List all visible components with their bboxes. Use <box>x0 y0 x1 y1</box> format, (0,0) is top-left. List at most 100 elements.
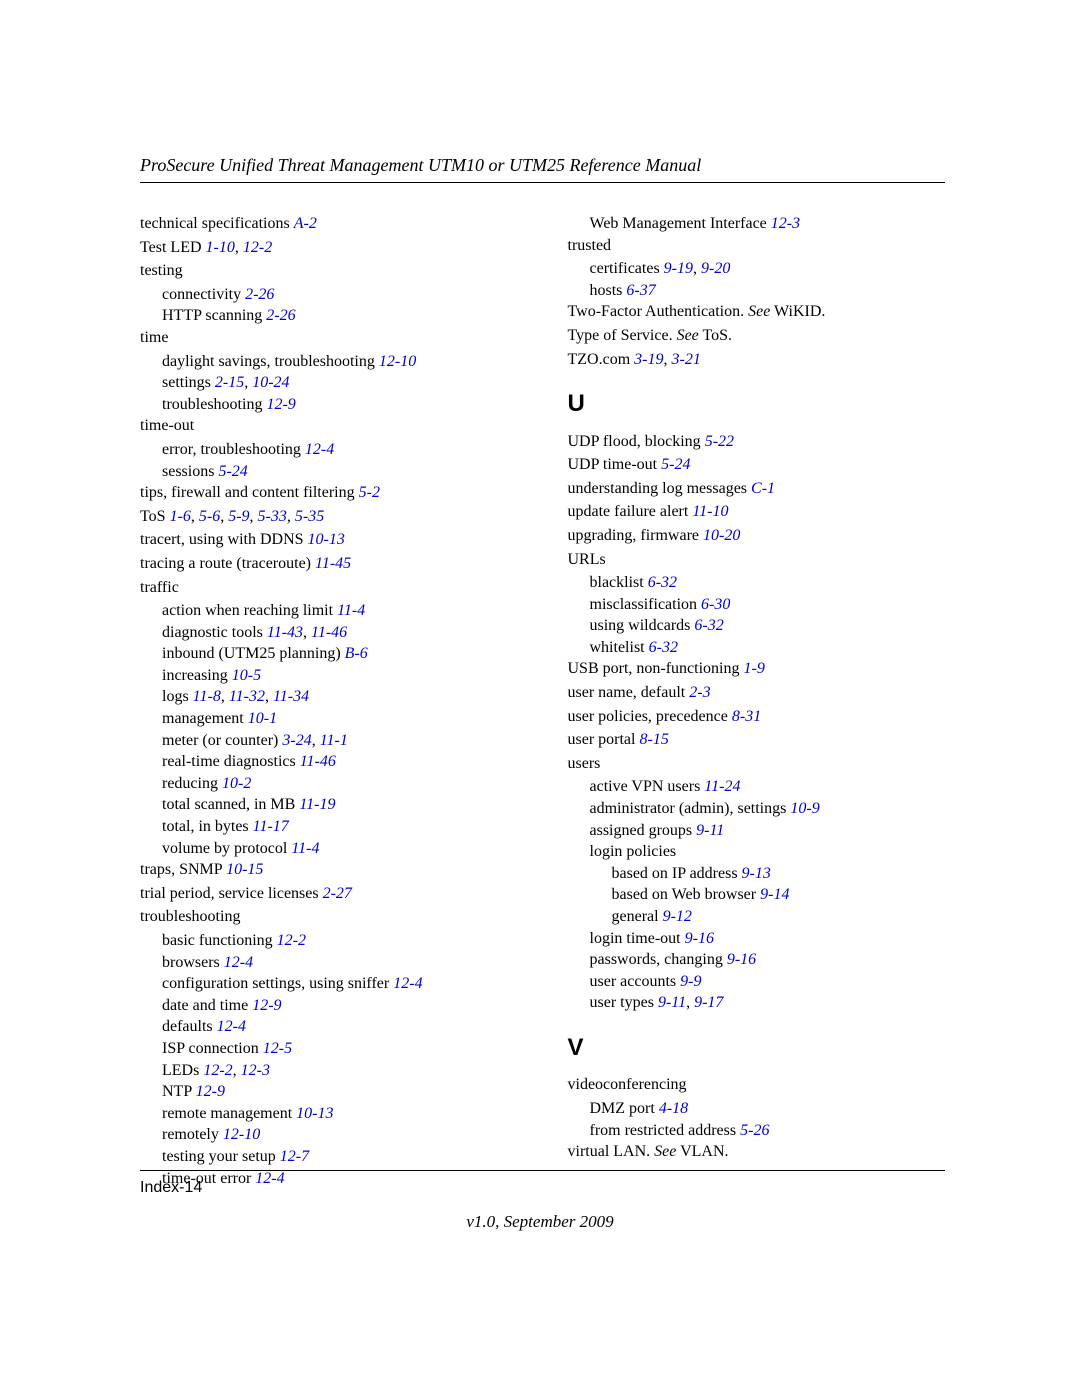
page-reference[interactable]: 12-3 <box>771 215 800 232</box>
see-reference: See <box>677 327 699 344</box>
page-reference[interactable]: 4-18 <box>659 1100 688 1117</box>
page-reference[interactable]: 11-10 <box>692 503 728 520</box>
page-reference[interactable]: 11-43 <box>267 624 303 641</box>
entry-text: basic functioning <box>162 932 277 949</box>
page-reference[interactable]: 2-27 <box>323 885 352 902</box>
page-reference[interactable]: 6-32 <box>649 639 678 656</box>
page-reference[interactable]: 11-46 <box>300 753 336 770</box>
page-reference[interactable]: 10-24 <box>252 374 289 391</box>
page-reference[interactable]: 11-4 <box>291 840 319 857</box>
page-reference[interactable]: 3-19 <box>634 351 663 368</box>
page-reference[interactable]: 11-45 <box>315 555 351 572</box>
page-reference[interactable]: 5-9 <box>228 508 249 525</box>
page-reference[interactable]: 11-8 <box>193 688 221 705</box>
page-reference[interactable]: 9-11 <box>696 822 724 839</box>
page-reference[interactable]: 3-21 <box>671 351 700 368</box>
page-reference[interactable]: 5-33 <box>258 508 287 525</box>
page-reference[interactable]: 9-17 <box>694 994 723 1011</box>
page-reference[interactable]: 9-14 <box>760 886 789 903</box>
entry-text: general <box>612 908 663 925</box>
page-reference[interactable]: 10-13 <box>296 1105 333 1122</box>
page-reference[interactable]: 5-6 <box>199 508 220 525</box>
page-reference[interactable]: A-2 <box>294 215 317 232</box>
page-reference[interactable]: 11-17 <box>253 818 289 835</box>
page-reference[interactable]: 10-15 <box>226 861 263 878</box>
page-reference[interactable]: 12-9 <box>196 1083 225 1100</box>
page-reference[interactable]: 12-10 <box>379 353 416 370</box>
page-reference[interactable]: 2-26 <box>266 307 295 324</box>
entry-text: URLs <box>568 551 606 568</box>
page-reference[interactable]: 12-9 <box>266 396 295 413</box>
page-reference[interactable]: 11-34 <box>273 688 309 705</box>
page-reference[interactable]: 9-11 <box>658 994 686 1011</box>
page-reference[interactable]: 11-19 <box>299 796 335 813</box>
page-reference[interactable]: 11-24 <box>704 778 740 795</box>
page-reference[interactable]: 5-2 <box>359 484 380 501</box>
page-reference[interactable]: 9-12 <box>663 908 692 925</box>
page-reference[interactable]: 12-4 <box>393 975 422 992</box>
page-reference[interactable]: 9-16 <box>727 951 756 968</box>
page-reference[interactable]: C-1 <box>751 480 775 497</box>
index-entry: certificates 9-19, 9-20 <box>568 258 946 280</box>
page-reference[interactable]: 11-1 <box>320 732 348 749</box>
index-entry: Two-Factor Authentication. See WiKID. <box>568 301 946 323</box>
entry-text: Web Management Interface <box>590 215 771 232</box>
page-reference[interactable]: 1-9 <box>744 660 765 677</box>
page-reference[interactable]: 2-26 <box>245 286 274 303</box>
page-reference[interactable]: 12-2 <box>243 239 272 256</box>
page-reference[interactable]: 3-24 <box>282 732 311 749</box>
page-reference[interactable]: 5-24 <box>661 456 690 473</box>
page-reference[interactable]: 6-32 <box>648 574 677 591</box>
page-reference[interactable]: 8-15 <box>639 731 668 748</box>
page-reference[interactable]: 12-2 <box>277 932 306 949</box>
page-reference[interactable]: 10-5 <box>232 667 261 684</box>
page-reference[interactable]: 1-6 <box>170 508 191 525</box>
index-entry: management 10-1 <box>140 708 518 730</box>
page-reference[interactable]: 11-46 <box>311 624 347 641</box>
entry-text: login time-out <box>590 930 685 947</box>
page-reference[interactable]: 5-24 <box>218 463 247 480</box>
page-reference[interactable]: 11-4 <box>337 602 365 619</box>
page-reference[interactable]: 9-16 <box>685 930 714 947</box>
page-reference[interactable]: 12-4 <box>224 954 253 971</box>
page-reference[interactable]: 5-22 <box>705 433 734 450</box>
page-reference[interactable]: 9-19 <box>664 260 693 277</box>
index-entry: Type of Service. See ToS. <box>568 325 946 347</box>
entry-text: troubleshooting <box>140 908 240 925</box>
page-reference[interactable]: 10-2 <box>222 775 251 792</box>
page-reference[interactable]: 12-2 <box>203 1062 232 1079</box>
index-entry: troubleshooting 12-9 <box>140 394 518 416</box>
page-reference[interactable]: 2-3 <box>689 684 710 701</box>
page-reference[interactable]: B-6 <box>345 645 368 662</box>
entry-text: settings <box>162 374 215 391</box>
page-reference[interactable]: 10-20 <box>703 527 740 544</box>
page-reference[interactable]: 12-9 <box>252 997 281 1014</box>
page-reference[interactable]: 9-13 <box>742 865 771 882</box>
page-reference[interactable]: 12-3 <box>241 1062 270 1079</box>
page-reference[interactable]: 12-4 <box>217 1018 246 1035</box>
page-reference[interactable]: 12-10 <box>223 1126 260 1143</box>
page-reference[interactable]: 6-30 <box>701 596 730 613</box>
page-reference[interactable]: 10-13 <box>308 531 345 548</box>
page-reference[interactable]: 5-35 <box>295 508 324 525</box>
page-reference[interactable]: 5-26 <box>740 1122 769 1139</box>
page-reference[interactable]: 1-10 <box>206 239 235 256</box>
index-entry: ToS 1-6, 5-6, 5-9, 5-33, 5-35 <box>140 506 518 528</box>
page-reference[interactable]: 12-7 <box>280 1148 309 1165</box>
index-entry: error, troubleshooting 12-4 <box>140 439 518 461</box>
page-reference[interactable]: 9-20 <box>701 260 730 277</box>
index-entry: real-time diagnostics 11-46 <box>140 751 518 773</box>
page-reference[interactable]: 12-5 <box>263 1040 292 1057</box>
page-reference[interactable]: 9-9 <box>680 973 701 990</box>
page-reference[interactable]: 11-32 <box>229 688 265 705</box>
entry-text: date and time <box>162 997 252 1014</box>
index-entry: trial period, service licenses 2-27 <box>140 883 518 905</box>
page-reference[interactable]: 6-37 <box>626 282 655 299</box>
page-reference[interactable]: 12-4 <box>305 441 334 458</box>
page-reference[interactable]: 6-32 <box>694 617 723 634</box>
index-entry: active VPN users 11-24 <box>568 776 946 798</box>
page-reference[interactable]: 2-15 <box>215 374 244 391</box>
page-reference[interactable]: 8-31 <box>732 708 761 725</box>
page-reference[interactable]: 10-1 <box>248 710 277 727</box>
page-reference[interactable]: 10-9 <box>790 800 819 817</box>
